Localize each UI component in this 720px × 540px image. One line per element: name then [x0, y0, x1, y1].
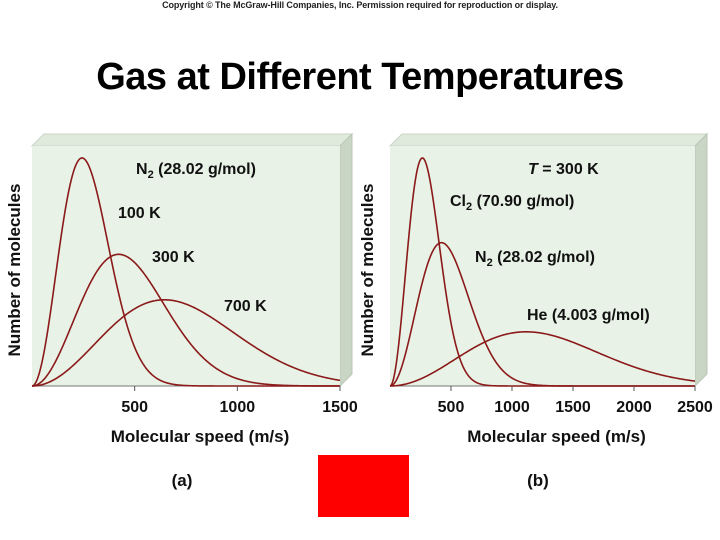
series-label-0: 100 K	[118, 205, 161, 222]
panel-label: (b)	[527, 471, 549, 490]
plot-area	[390, 146, 695, 386]
x-tick-label: 500	[121, 399, 148, 416]
highlight-box	[318, 455, 409, 517]
series-label-2: He (4.003 g/mol)	[527, 307, 650, 324]
y-axis-label: Number of molecules	[358, 184, 377, 357]
x-tick-label: 2500	[677, 399, 713, 416]
page-title: Gas at Different Temperatures	[96, 56, 624, 98]
x-tick-label: 1000	[220, 399, 256, 416]
x-tick-label: 1000	[494, 399, 530, 416]
series-label-0: Cl2 (70.90 g/mol)	[450, 193, 574, 213]
panel-top-bevel	[388, 133, 709, 147]
panel-side-bevel	[694, 132, 708, 388]
x-axis-label: Molecular speed (m/s)	[111, 427, 290, 446]
panel-label: (a)	[172, 471, 193, 490]
chart-panel-a: 100 K 300 K 700 K N2 (28.02 g/mol) 500 1000 15…	[5, 132, 358, 490]
copyright-notice: Copyright © The McGraw-Hill Companies, I…	[162, 0, 558, 10]
plot-area	[32, 146, 340, 386]
x-tick-label: 1500	[322, 399, 358, 416]
series-line-2	[31, 299, 341, 387]
panel-side-bevel	[339, 132, 353, 388]
series-line-1	[389, 241, 695, 387]
annotation-title: T = 300 K	[528, 161, 599, 178]
x-tick-label: 500	[438, 399, 465, 416]
x-tick-label: 1500	[555, 399, 591, 416]
panel-top-bevel	[30, 133, 354, 147]
x-axis-label: Molecular speed (m/s)	[467, 427, 646, 446]
y-axis-label: Number of molecules	[5, 184, 24, 357]
chart-panel-b: Cl2 (70.90 g/mol) N2 (28.02 g/mol) He (4.0…	[358, 132, 713, 490]
series-line-2	[390, 331, 696, 387]
series-label-1: N2 (28.02 g/mol)	[475, 249, 595, 269]
series-label-1: 300 K	[152, 249, 195, 266]
x-tick-label: 2000	[616, 399, 652, 416]
series-line-1	[31, 253, 341, 387]
annotation-title: N2 (28.02 g/mol)	[136, 161, 256, 181]
series-label-2: 700 K	[224, 298, 267, 315]
